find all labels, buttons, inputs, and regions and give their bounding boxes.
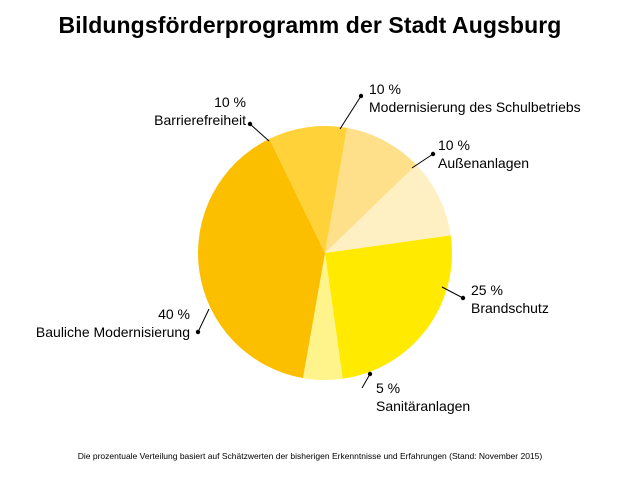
slice-category-label-4: Sanitäranlagen (376, 398, 470, 414)
pie-slice-3 (325, 235, 452, 379)
pie-slices (197, 126, 452, 380)
slice-value-label-6: 10 % (214, 94, 246, 110)
slice-category-label-3: Brandschutz (471, 300, 549, 316)
slice-category-label-5: Bauliche Modernisierung (36, 324, 190, 340)
leader-line-5 (197, 308, 210, 333)
leader-lines (195, 93, 466, 389)
pie-slice-1 (325, 127, 417, 253)
leader-dot-4 (367, 371, 373, 377)
leader-dot-1 (358, 93, 364, 99)
pie-slice-5 (197, 138, 325, 379)
leader-line-3 (441, 286, 464, 299)
footnote: Die prozentuale Verteilung basiert auf S… (77, 451, 543, 461)
slice-category-label-6: Barrierefreiheit (154, 112, 246, 128)
chart-title: Bildungsförderprogramm der Stadt Augsbur… (58, 12, 562, 38)
leader-dot-6 (247, 121, 253, 127)
slice-category-label-2: Außenanlagen (438, 155, 529, 171)
slice-value-label-5: 40 % (158, 306, 190, 322)
leader-line-2 (411, 153, 434, 169)
leader-line-1 (339, 95, 362, 130)
pie-slice-6 (269, 126, 348, 253)
leader-line-4 (361, 373, 371, 389)
leader-dot-3 (460, 295, 466, 301)
pie-slice-4 (302, 253, 343, 380)
pie-slice-2 (325, 164, 451, 253)
leader-dot-5 (195, 329, 201, 335)
slice-value-label-1: 10 % (369, 81, 401, 97)
slice-labels: 10 % Modernisierung des Schulbetriebs 10 %… (36, 81, 581, 414)
leader-dot-2 (430, 151, 436, 157)
slice-category-label-1: Modernisierung des Schulbetriebs (369, 99, 581, 115)
slice-value-label-2: 10 % (438, 137, 470, 153)
slice-value-label-4: 5 % (376, 380, 400, 396)
leader-line-6 (249, 123, 270, 142)
slice-value-label-3: 25 % (471, 282, 503, 298)
